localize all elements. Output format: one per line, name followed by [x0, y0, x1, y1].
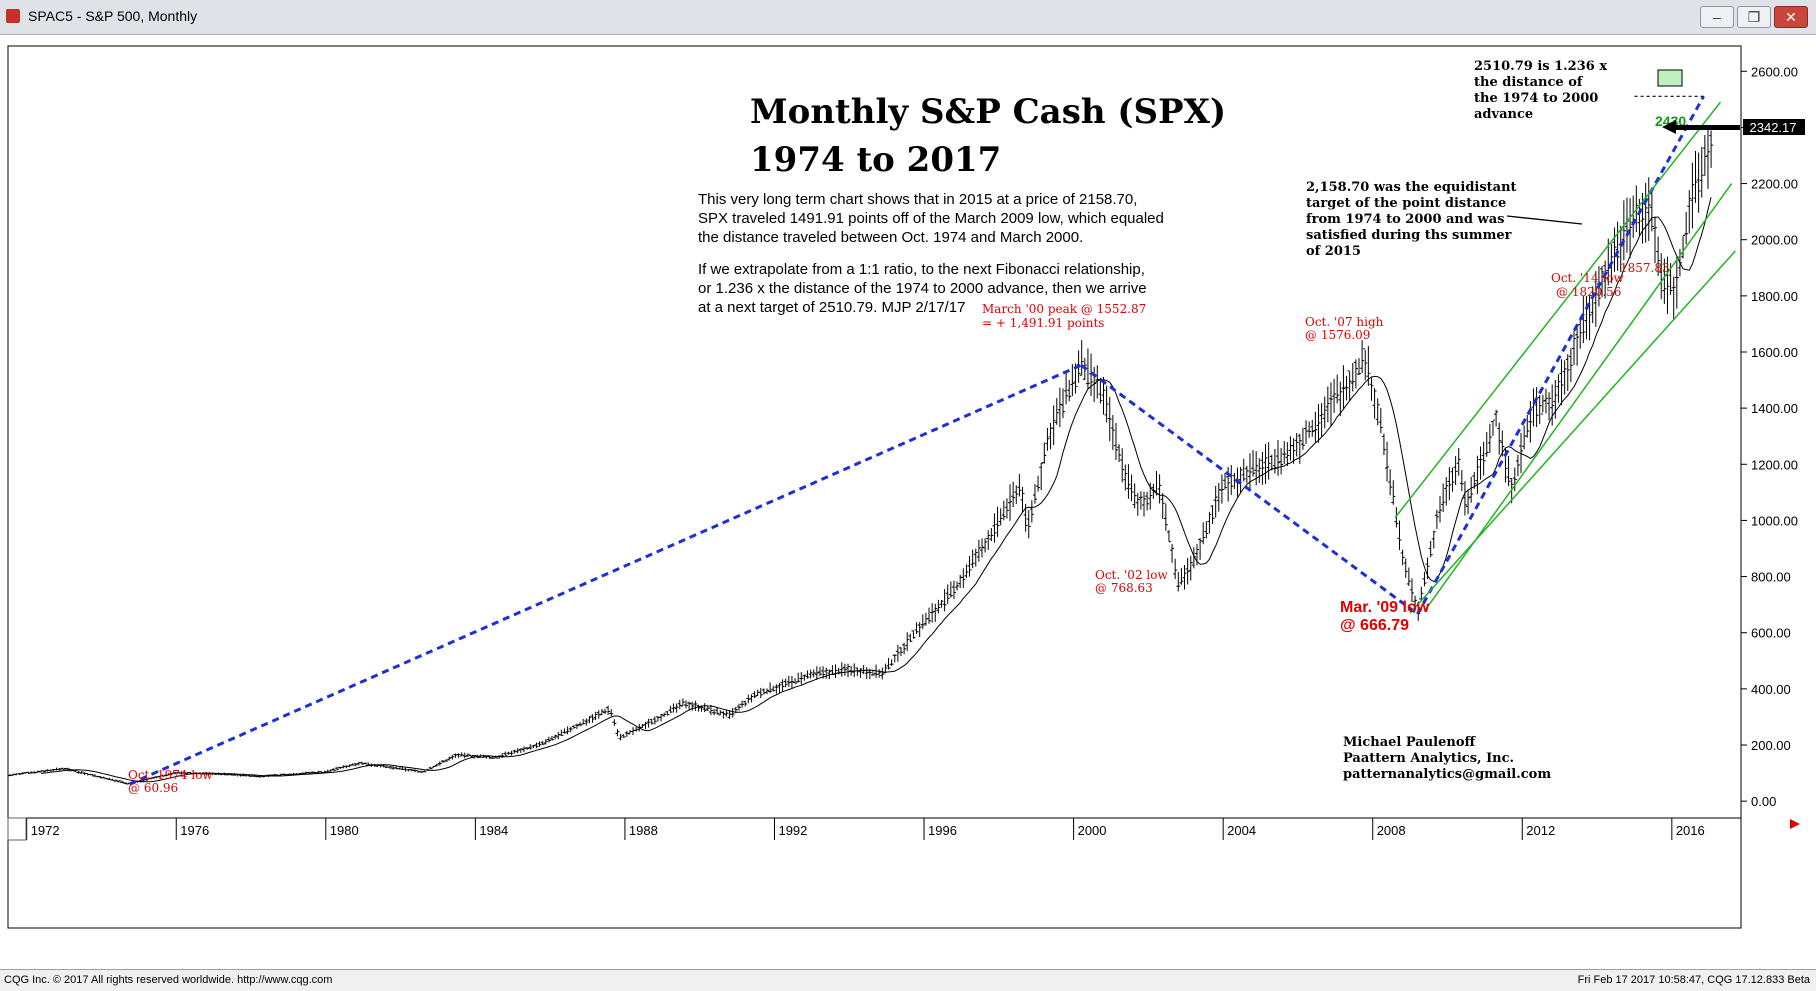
fib-line [128, 363, 1082, 786]
current-price-arrow [1662, 120, 1740, 134]
note-2510-line-4: advance [1474, 107, 1533, 122]
x-tick-label: 2000 [1078, 823, 1107, 838]
annotation-oct02-low: Oct. '02 low [1095, 568, 1168, 582]
chart-svg: 2600.002400.002200.002000.001800.001600.… [7, 45, 1805, 929]
note-2158-line-5: of 2015 [1306, 244, 1361, 259]
x-tick-label: 2004 [1227, 823, 1256, 838]
note-2158-line-2: target of the point distance [1306, 196, 1506, 211]
y-tick-label: 1600.00 [1751, 345, 1798, 360]
x-tick-label: 1984 [479, 823, 508, 838]
close-button[interactable]: ✕ [1774, 6, 1808, 28]
annotation-oct07-high: Oct. '07 high [1305, 315, 1384, 329]
y-tick-label: 0.00 [1751, 794, 1776, 809]
annotation-oct14-low: Oct. '14 low [1551, 271, 1624, 285]
x-axis: 1972 1976 1980 1984 1988 1992 1996 2000 2004 2008… [8, 817, 1741, 840]
author-company: Paattern Analytics, Inc. [1343, 751, 1514, 766]
annotation-oct74-value: @ 60.96 [128, 781, 178, 795]
description-line-5: or 1.236 x the distance of the 1974 to 2… [698, 280, 1147, 297]
scroll-right-icon[interactable] [1790, 819, 1800, 829]
app-icon [6, 9, 20, 23]
channel-line [1394, 101, 1722, 519]
x-tick-label: 1976 [180, 823, 209, 838]
y-axis-ticks: 2600.002400.002200.002000.001800.001600.… [1741, 64, 1798, 809]
y-tick-label: 200.00 [1751, 738, 1791, 753]
price-bars [7, 129, 1714, 785]
annotation-1857: 1857.83 [1620, 261, 1670, 275]
window-title: SPAC5 - S&P 500, Monthly [28, 8, 198, 24]
scroll-left-button[interactable] [7, 817, 27, 841]
chart-title: Monthly S&P Cash (SPX) [750, 92, 1226, 132]
y-tick-label: 2000.00 [1751, 233, 1798, 248]
note-2158-pointer [1506, 215, 1583, 225]
y-tick-label: 1800.00 [1751, 289, 1798, 304]
annotation-mar00-points: = + 1,491.91 points [982, 316, 1104, 330]
fib-line [1416, 95, 1705, 615]
note-2158-line-1: 2,158.70 was the equidistant [1306, 180, 1517, 195]
description-line-1: This very long term chart shows that in … [698, 191, 1137, 208]
annotation-oct07-value: @ 1576.09 [1305, 328, 1370, 342]
target-box [1657, 69, 1683, 87]
author-email: patternanalytics@gmail.com [1343, 767, 1551, 782]
annotation-oct02-value: @ 768.63 [1095, 581, 1153, 595]
status-copyright: CQG Inc. © 2017 All rights reserved worl… [4, 974, 333, 986]
y-tick-label: 600.00 [1751, 626, 1791, 641]
fib-line [1080, 364, 1419, 616]
y-tick-label: 400.00 [1751, 682, 1791, 697]
channel-line [1409, 250, 1736, 614]
x-tick-label: 1988 [629, 823, 658, 838]
annotation-oct14-value: @ 1820.56 [1556, 285, 1621, 299]
x-tick-label: 1972 [31, 823, 60, 838]
description-line-4: If we extrapolate from a 1:1 ratio, to t… [698, 261, 1145, 278]
y-tick-label: 800.00 [1751, 570, 1791, 585]
minimize-button[interactable]: – [1700, 6, 1734, 28]
status-bar: CQG Inc. © 2017 All rights reserved worl… [0, 969, 1816, 991]
description-line-6: at a next target of 2510.79. MJP 2/17/17 [698, 299, 965, 316]
note-2510-line-2: the distance of [1474, 75, 1584, 90]
x-tick-label: 2012 [1526, 823, 1555, 838]
last-price-value: 2342.17 [1750, 120, 1797, 135]
y-tick-label: 1000.00 [1751, 513, 1798, 528]
x-tick-label: 1980 [330, 823, 359, 838]
last-price-tag [1743, 119, 1805, 135]
maximize-button[interactable]: ❐ [1737, 6, 1771, 28]
note-2158-line-4: satisfied during ths summer [1306, 228, 1512, 243]
x-tick-label: 1996 [928, 823, 957, 838]
annotation-mar09-value: @ 666.79 [1340, 617, 1409, 634]
annotation-mar00-peak: March '00 peak @ 1552.87 [982, 302, 1146, 316]
y-tick-label: 2600.00 [1751, 64, 1798, 79]
annotation-mar09-low: Mar. '09 low [1340, 599, 1430, 616]
chart-subtitle: 1974 to 2017 [750, 140, 1001, 180]
y-tick-label: 1200.00 [1751, 457, 1798, 472]
y-tick-label: 1400.00 [1751, 401, 1798, 416]
status-timestamp: Fri Feb 17 2017 10:58:47, CQG 17.12.833 … [1577, 974, 1810, 986]
x-tick-label: 2016 [1676, 823, 1705, 838]
chart-area[interactable]: 2600.002400.002200.002000.001800.001600.… [0, 34, 1816, 969]
x-tick-label: 2008 [1377, 823, 1406, 838]
x-tick-label: 1992 [778, 823, 807, 838]
note-2158-line-3: from 1974 to 2000 and was [1306, 212, 1504, 227]
note-2510-line-1: 2510.79 is 1.236 x [1474, 59, 1607, 74]
window-titlebar: SPAC5 - S&P 500, Monthly – ❐ ✕ [0, 0, 1816, 35]
author-name: Michael Paulenoff [1343, 735, 1476, 750]
description-line-3: the distance traveled between Oct. 1974 … [698, 229, 1083, 246]
annotation-oct74-low: Oct. 1974 low [128, 768, 213, 782]
description-line-2: SPX traveled 1491.91 points off of the M… [698, 210, 1164, 227]
y-tick-label: 2200.00 [1751, 177, 1798, 192]
note-2510-line-3: the 1974 to 2000 [1474, 91, 1598, 106]
trend-lines [128, 95, 1736, 786]
moving-average-line [40, 197, 1712, 783]
